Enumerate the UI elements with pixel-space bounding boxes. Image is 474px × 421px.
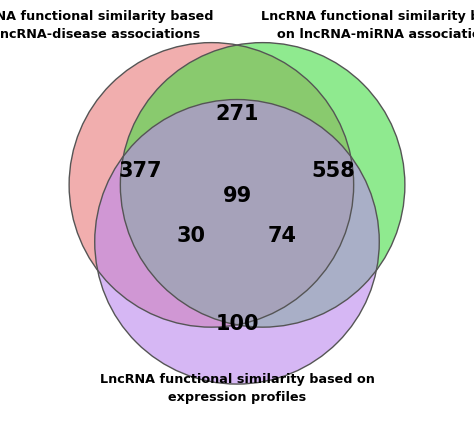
Text: 377: 377 xyxy=(118,161,162,181)
Text: 99: 99 xyxy=(222,186,252,206)
Text: LncRNA functional similarity based on
expression profiles: LncRNA functional similarity based on ex… xyxy=(100,373,374,405)
Circle shape xyxy=(69,43,354,327)
Text: LncRNA functional similarity based
on lncRNA-disease associations: LncRNA functional similarity based on ln… xyxy=(0,11,213,41)
Text: 558: 558 xyxy=(312,161,356,181)
Text: 30: 30 xyxy=(177,226,206,246)
Text: 271: 271 xyxy=(215,104,259,124)
Circle shape xyxy=(120,43,405,327)
Text: 100: 100 xyxy=(215,314,259,334)
Text: 74: 74 xyxy=(268,226,297,246)
Circle shape xyxy=(95,99,379,384)
Text: LncRNA functional similarity based
on lncRNA-miRNA associations: LncRNA functional similarity based on ln… xyxy=(261,11,474,41)
